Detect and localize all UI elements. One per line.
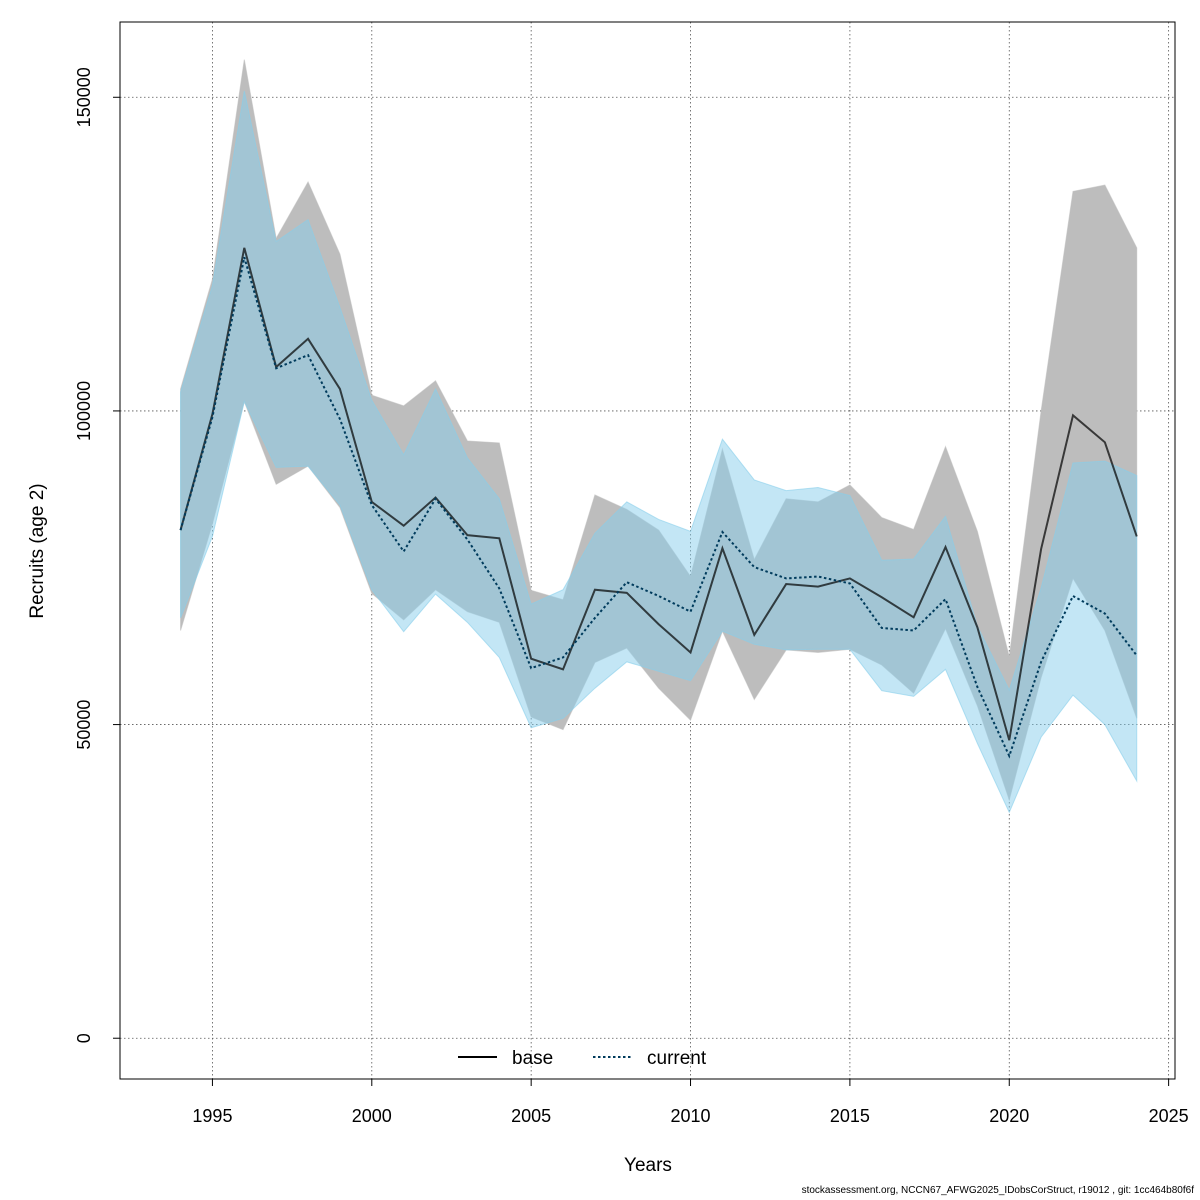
- y-tick-label: 0: [74, 1033, 94, 1043]
- line-base: [179, 247, 1138, 741]
- y-axis: 0 50000 100000 150000: [74, 67, 120, 1043]
- line-current: [179, 256, 1138, 759]
- confidence-bands: [180, 59, 1138, 814]
- series-lines: [179, 247, 1138, 759]
- x-tick-label: 2020: [989, 1106, 1029, 1126]
- y-tick-label: 150000: [74, 67, 94, 127]
- x-tick-label: 2000: [352, 1106, 392, 1126]
- legend: base current: [458, 1048, 707, 1069]
- x-axis: 1995 2000 2005 2010 2015 2020 2025: [192, 1079, 1189, 1126]
- x-tick-label: 2015: [830, 1106, 870, 1126]
- footer-caption: stockassessment.org, NCCN67_AFWG2025_IDo…: [801, 1185, 1194, 1196]
- y-axis-title: Recruits (age 2): [27, 483, 48, 618]
- y-tick-label: 50000: [74, 700, 94, 750]
- band-current: [180, 90, 1138, 814]
- x-tick-label: 2010: [671, 1106, 711, 1126]
- y-tick-label: 100000: [74, 381, 94, 441]
- x-axis-title: Years: [624, 1155, 672, 1176]
- x-tick-label: 1995: [192, 1106, 232, 1126]
- plot-frame: [119, 21, 1176, 1080]
- x-tick-label: 2025: [1149, 1106, 1189, 1126]
- legend-label-base: base: [512, 1048, 553, 1069]
- legend-label-current: current: [647, 1048, 707, 1069]
- x-tick-label: 2005: [511, 1106, 551, 1126]
